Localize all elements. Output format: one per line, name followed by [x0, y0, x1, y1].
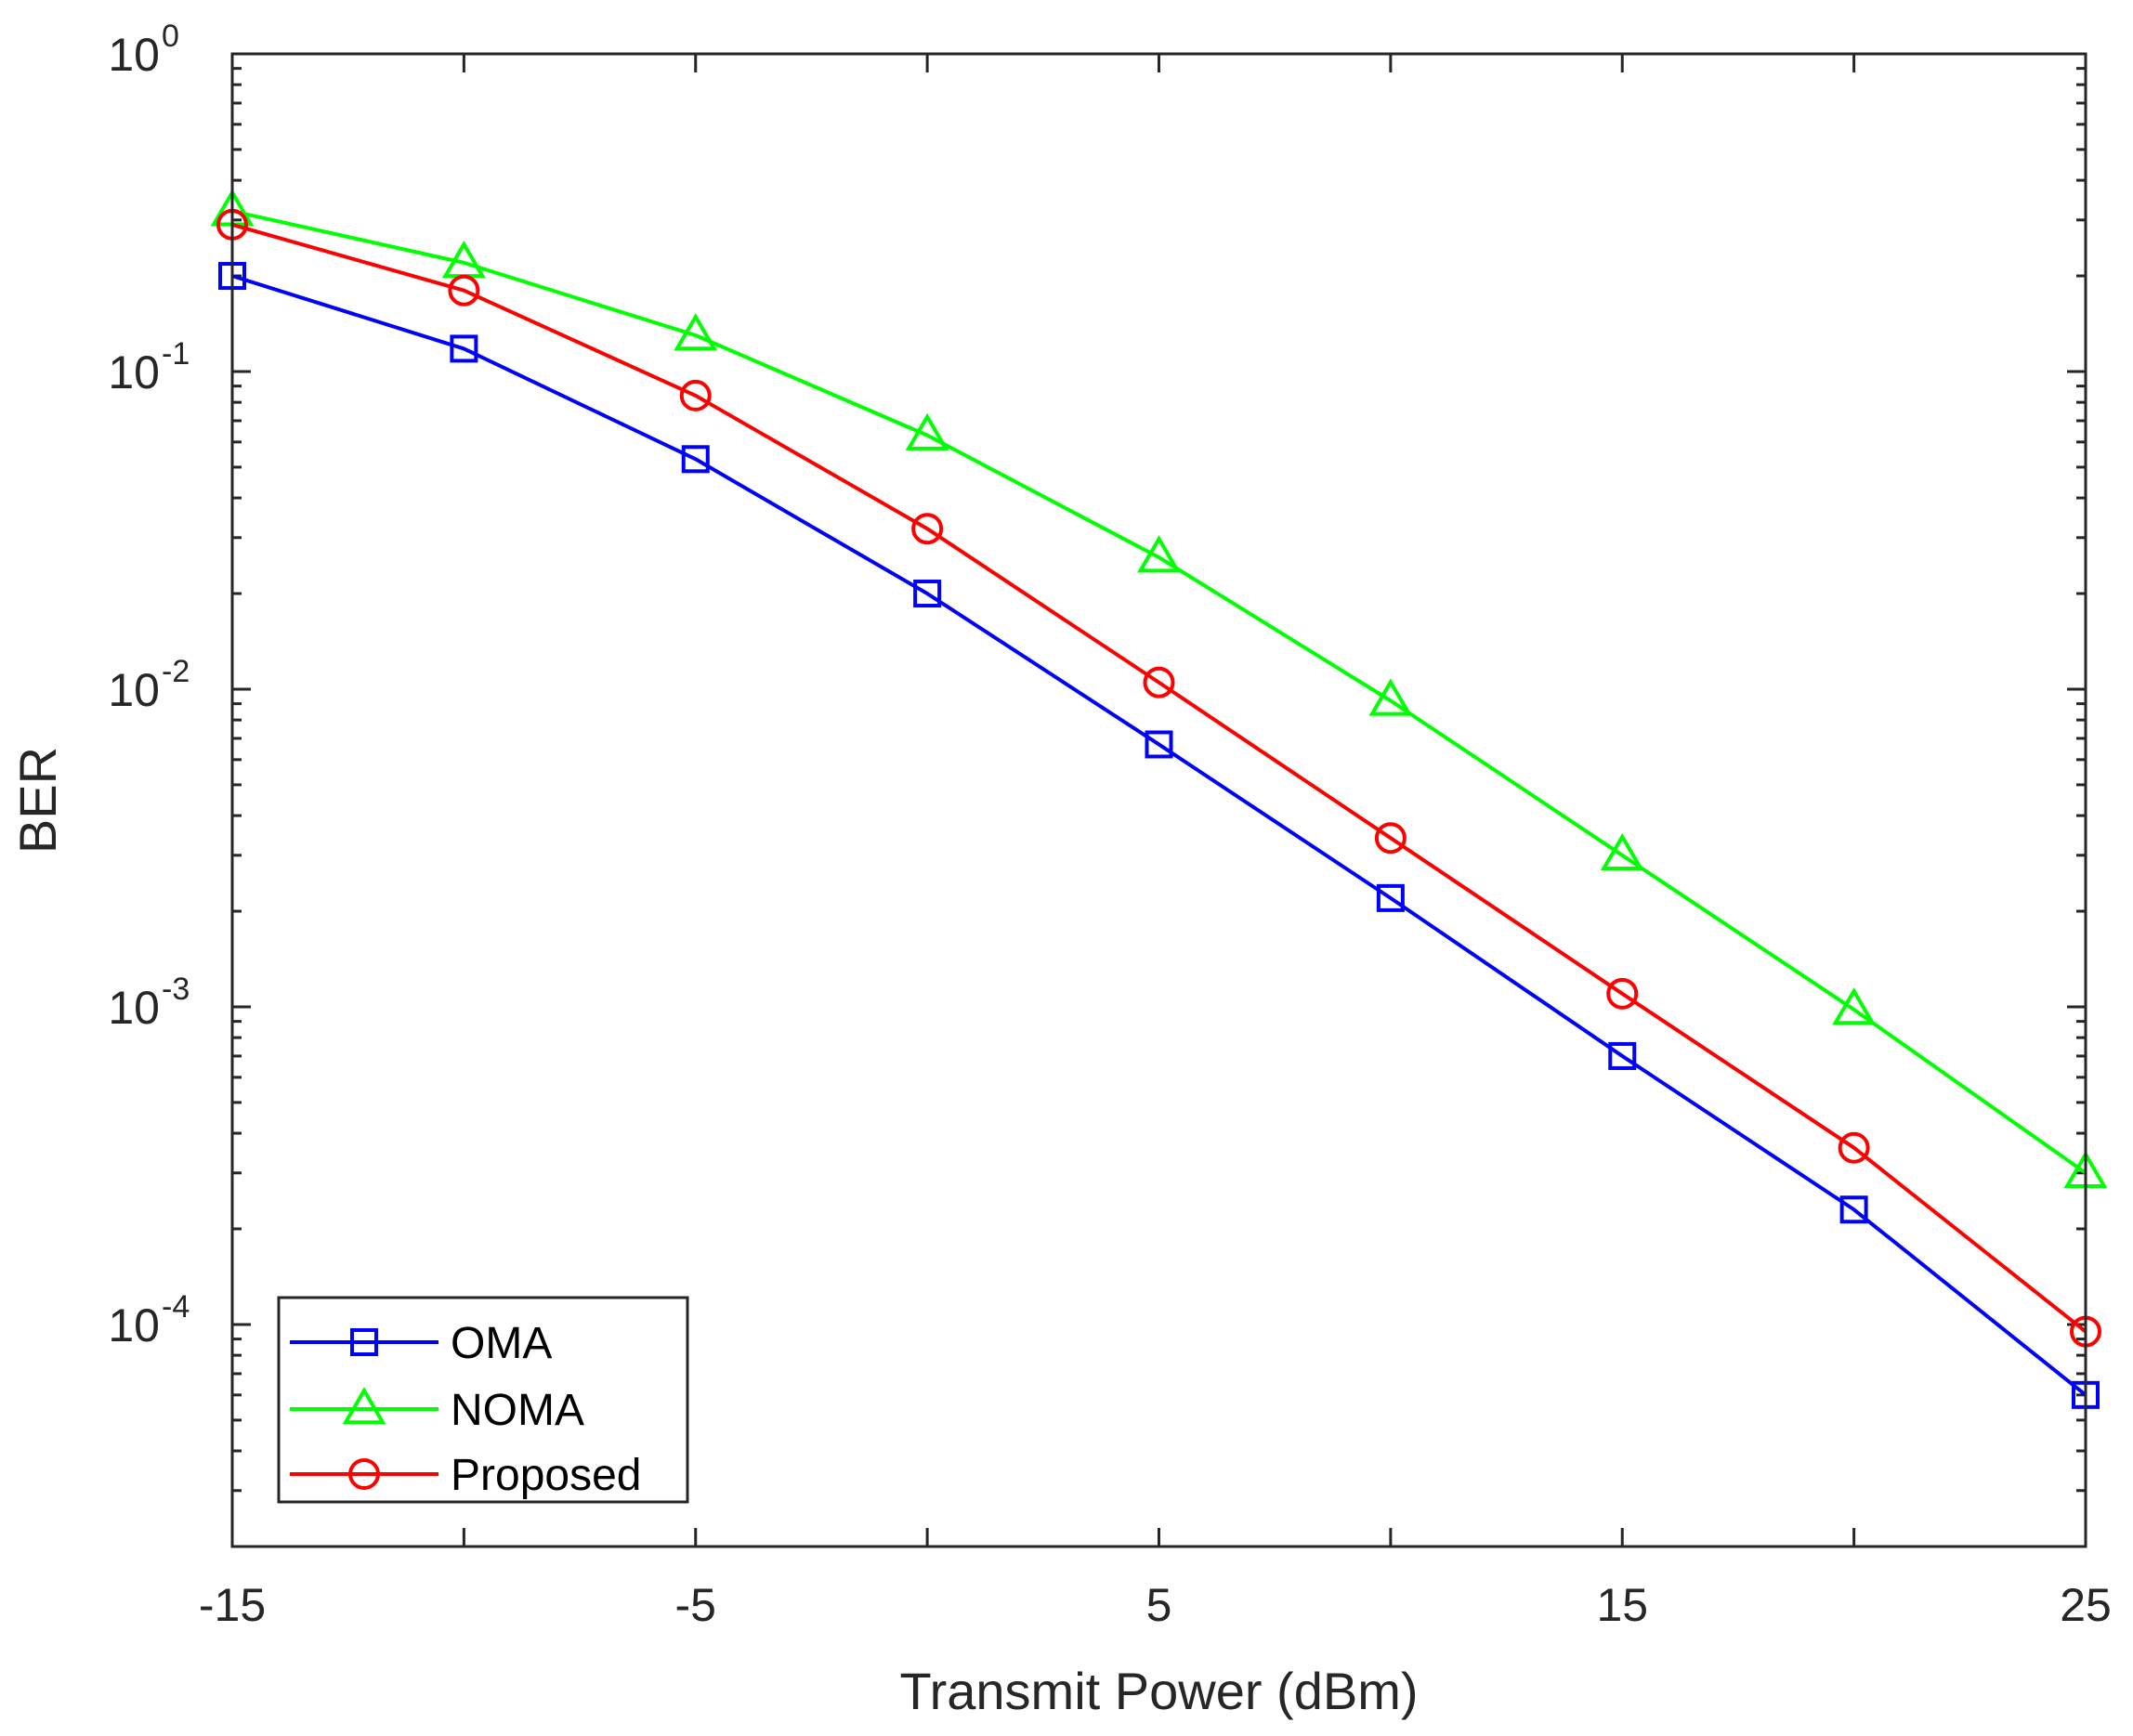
series-line-noma [231, 209, 2087, 1175]
x-tick-label: 5 [1146, 1579, 1172, 1631]
series-proposed [216, 208, 2101, 1348]
data-point-proposed [911, 513, 944, 545]
legend-item-proposed: Proposed [290, 1451, 641, 1500]
legend-marker-square [350, 1328, 378, 1356]
y-tick-label: 10 [108, 346, 160, 398]
y-axis-title: BER [8, 747, 67, 854]
y-tick-exponent: -4 [162, 1289, 190, 1325]
legend-item-oma: OMA [290, 1319, 552, 1368]
plot-frame [230, 52, 2087, 1548]
legend-label: NOMA [451, 1386, 584, 1435]
data-point-proposed [448, 274, 480, 307]
data-point-noma [905, 412, 949, 450]
legend: OMA NOMA Proposed [277, 1296, 689, 1504]
data-point-oma [1145, 730, 1173, 759]
series-line-proposed [231, 222, 2087, 1334]
data-point-noma [1368, 678, 1413, 716]
x-axis-title: Transmit Power (dBm) [899, 1662, 1418, 1720]
y-tick-label: 10 [108, 1299, 160, 1351]
data-point-oma [913, 580, 942, 608]
data-point-oma [1839, 1195, 1868, 1224]
legend-marker-circle [348, 1458, 380, 1490]
y-tick-exponent: -3 [162, 972, 190, 1007]
legend-box [277, 1296, 689, 1504]
series-line-oma [231, 274, 2087, 1397]
data-point-proposed [1606, 977, 1639, 1010]
y-tick-label: 10 [108, 29, 160, 81]
data-point-proposed [1838, 1131, 1870, 1164]
y-tick-label: 10 [108, 982, 160, 1034]
data-point-proposed [1143, 666, 1175, 698]
data-point-noma [1600, 832, 1644, 871]
y-tick-label: 10 [108, 664, 160, 716]
legend-label: OMA [451, 1319, 552, 1368]
data-point-noma [1832, 987, 1877, 1025]
data-point-oma [681, 445, 710, 474]
x-tick-label: -15 [199, 1579, 266, 1631]
y-tick-exponent: -2 [162, 654, 190, 689]
data-point-oma [1608, 1041, 1637, 1070]
data-point-oma [450, 334, 478, 363]
series-lines [210, 189, 2108, 1409]
data-point-proposed [679, 379, 712, 411]
y-tick-exponent: -1 [162, 336, 190, 372]
legend-item-noma: NOMA [290, 1386, 584, 1435]
data-point-oma [1376, 883, 1405, 912]
x-tick-label: -5 [675, 1579, 716, 1631]
series-noma [210, 189, 2108, 1189]
x-tick-label: 25 [2060, 1579, 2112, 1631]
legend-marker-triangle [342, 1387, 386, 1425]
legend-label: Proposed [451, 1451, 641, 1500]
data-point-noma [674, 313, 718, 351]
data-point-noma [1137, 535, 1181, 573]
y-tick-exponent: 0 [162, 19, 179, 54]
x-tick-label: 15 [1596, 1579, 1648, 1631]
data-point-proposed [1374, 822, 1407, 855]
